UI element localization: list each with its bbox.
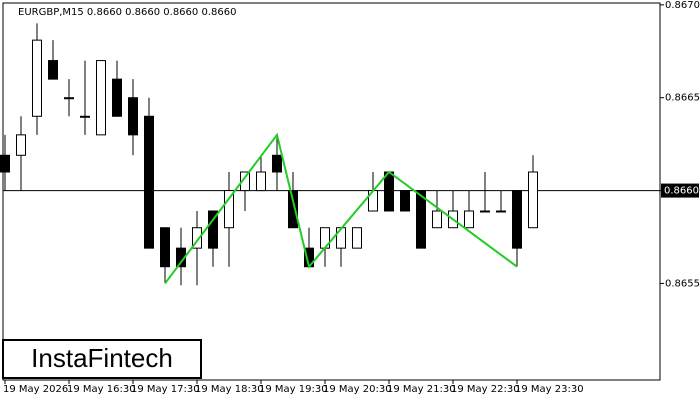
logo: InstaFintech: [31, 343, 173, 373]
candle-body: [528, 171, 538, 229]
candle-body: [224, 190, 234, 229]
pattern-line: [164, 132, 518, 285]
candle-body: [512, 190, 522, 249]
x-tick-label: 19 May 22:30: [451, 384, 520, 395]
candle-body: [496, 210, 506, 213]
candle-body: [432, 210, 442, 229]
candle-body: [400, 190, 410, 212]
candle-body: [144, 115, 154, 249]
candle-body: [352, 227, 362, 249]
y-tick-label: 0.8670: [665, 0, 700, 11]
x-tick-label: 19 May 23:30: [515, 384, 584, 395]
candle-body: [256, 171, 266, 192]
candle-body: [16, 134, 26, 156]
last-price-box: [661, 183, 699, 198]
candle-body: [384, 171, 394, 212]
logo-box: [2, 339, 202, 379]
last-price-label: 0.8660: [664, 186, 699, 197]
x-tick-label: 19 May 18:30: [195, 384, 264, 395]
y-tick-label: 0.8655: [665, 278, 700, 289]
x-tick-label: 19 May 21:30: [387, 384, 456, 395]
x-tick-label: 19 May 2026: [3, 384, 68, 395]
candle-body: [336, 227, 346, 249]
candle-body: [272, 154, 282, 173]
candle-body: [160, 227, 170, 268]
x-tick-label: 19 May 16:30: [67, 384, 136, 395]
candle-body: [288, 190, 298, 229]
candle-body: [480, 210, 490, 213]
x-tick-label: 19 May 19:30: [259, 384, 328, 395]
candle-body: [464, 210, 474, 229]
y-tick-label: 0.8665: [665, 93, 700, 104]
candle-body: [80, 115, 90, 118]
candle-body: [416, 190, 426, 249]
candle-body: [64, 97, 74, 100]
candle-body: [48, 60, 58, 80]
x-tick-label: 19 May 20:30: [323, 384, 392, 395]
candle-body: [208, 210, 218, 249]
chart-title: EURGBP,M15 0.8660 0.8660 0.8660 0.8660: [18, 7, 236, 18]
candle-body: [0, 154, 10, 173]
candle-body: [112, 78, 122, 117]
x-tick-label: 19 May 17:30: [131, 384, 200, 395]
candle-body: [240, 171, 250, 192]
plot-area: [2, 2, 661, 381]
candle-body: [128, 97, 138, 136]
candle-body: [96, 60, 106, 136]
candle-body: [32, 39, 42, 117]
candle-body: [192, 227, 202, 249]
